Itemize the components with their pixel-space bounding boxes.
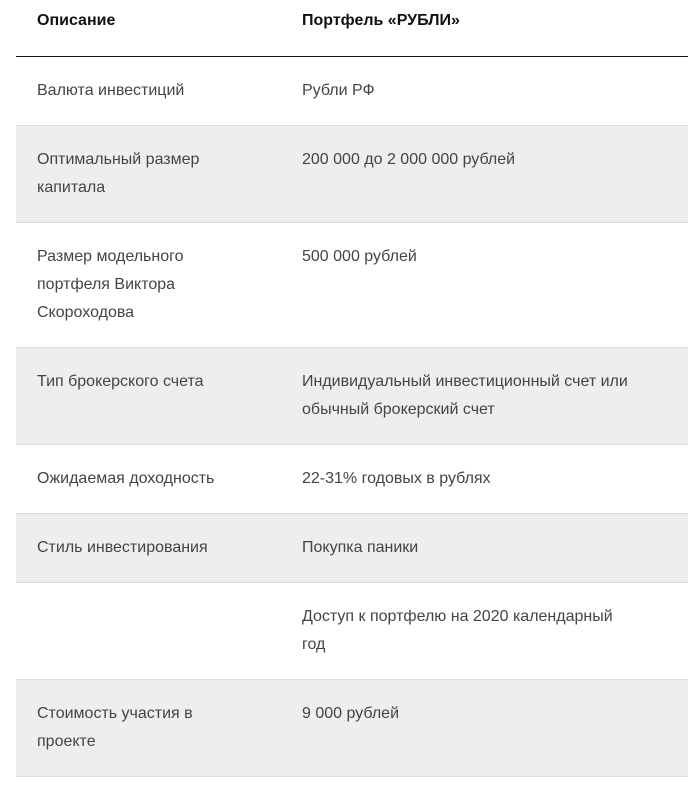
table-row: Валюта инвестиций Рубли РФ — [16, 56, 688, 126]
row-label: Тип брокерского счета — [16, 347, 282, 445]
header-description: Описание — [16, 0, 282, 57]
row-value: Доступ к портфелю на 2020 календарный го… — [282, 582, 688, 680]
table-row: Стоимость участия в проекте 9 000 рублей — [16, 679, 688, 777]
table-header-row: Описание Портфель «РУБЛИ» — [16, 0, 688, 57]
portfolio-table: Описание Портфель «РУБЛИ» Валюта инвести… — [16, 0, 688, 777]
table-row: Доступ к портфелю на 2020 календарный го… — [16, 582, 688, 680]
table-row: Тип брокерского счета Индивидуальный инве… — [16, 347, 688, 445]
table-row: Оптимальный размер капитала 200 000 до 2 … — [16, 125, 688, 223]
table-row: Стиль инвестирования Покупка паники — [16, 513, 688, 583]
table-row: Размер модельного портфеля Виктора Скоро… — [16, 222, 688, 348]
row-value: Индивидуальный инвестиционный счет или о… — [282, 347, 688, 445]
table-row: Ожидаемая доходность 22-31% годовых в руб… — [16, 444, 688, 514]
row-label: Размер модельного портфеля Виктора Скоро… — [16, 222, 282, 348]
row-label: Ожидаемая доходность — [16, 444, 282, 514]
row-value: Покупка паники — [282, 513, 688, 583]
row-label: Стоимость участия в проекте — [16, 679, 282, 777]
row-label: Оптимальный размер капитала — [16, 125, 282, 223]
row-value: Рубли РФ — [282, 56, 688, 126]
row-value: 9 000 рублей — [282, 679, 688, 777]
row-value: 200 000 до 2 000 000 рублей — [282, 125, 688, 223]
row-label: Стиль инвестирования — [16, 513, 282, 583]
row-value: 22-31% годовых в рублях — [282, 444, 688, 514]
header-portfolio: Портфель «РУБЛИ» — [282, 0, 688, 57]
row-value: 500 000 рублей — [282, 222, 688, 348]
row-label — [16, 582, 282, 680]
row-label: Валюта инвестиций — [16, 56, 282, 126]
